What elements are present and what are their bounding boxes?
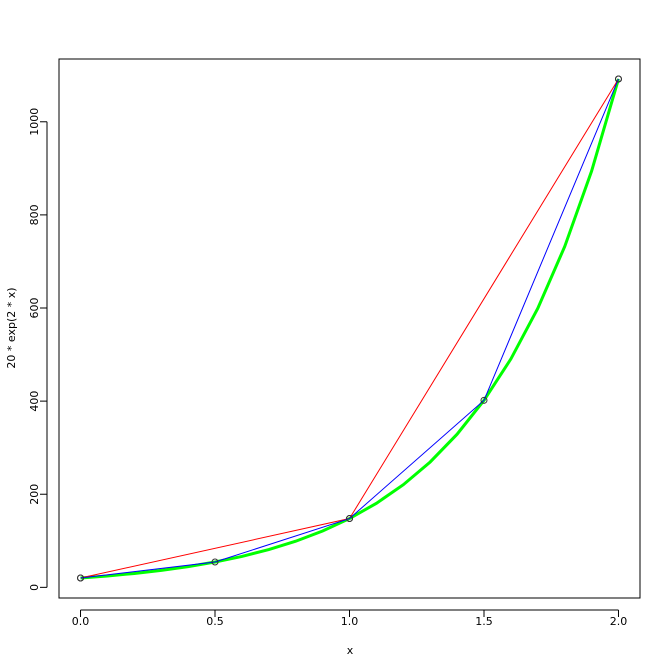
y-tick-label: 400	[28, 391, 41, 412]
y-axis-label: 20 * exp(2 * x)	[5, 287, 18, 368]
series-line	[80, 78, 620, 580]
x-tick-label: 1.0	[341, 615, 359, 628]
x-tick-label: 0.0	[72, 615, 90, 628]
y-tick-label: 0	[28, 584, 41, 591]
point-marker	[211, 558, 219, 566]
x-tick-label: 1.5	[475, 615, 493, 628]
y-tick-label: 200	[28, 484, 41, 505]
series-line	[80, 78, 619, 579]
x-axis-label: x	[347, 644, 354, 657]
y-tick-label: 1000	[28, 108, 41, 136]
y-tick-label: 600	[28, 298, 41, 319]
y-tick-label: 800	[28, 204, 41, 225]
x-tick-label: 0.5	[206, 615, 224, 628]
point-marker	[77, 574, 85, 582]
x-tick-label: 2.0	[610, 615, 628, 628]
plot-frame	[58, 58, 641, 599]
point-marker	[480, 396, 488, 404]
point-marker	[614, 75, 622, 83]
series-line	[80, 78, 619, 579]
point-marker	[346, 515, 353, 523]
